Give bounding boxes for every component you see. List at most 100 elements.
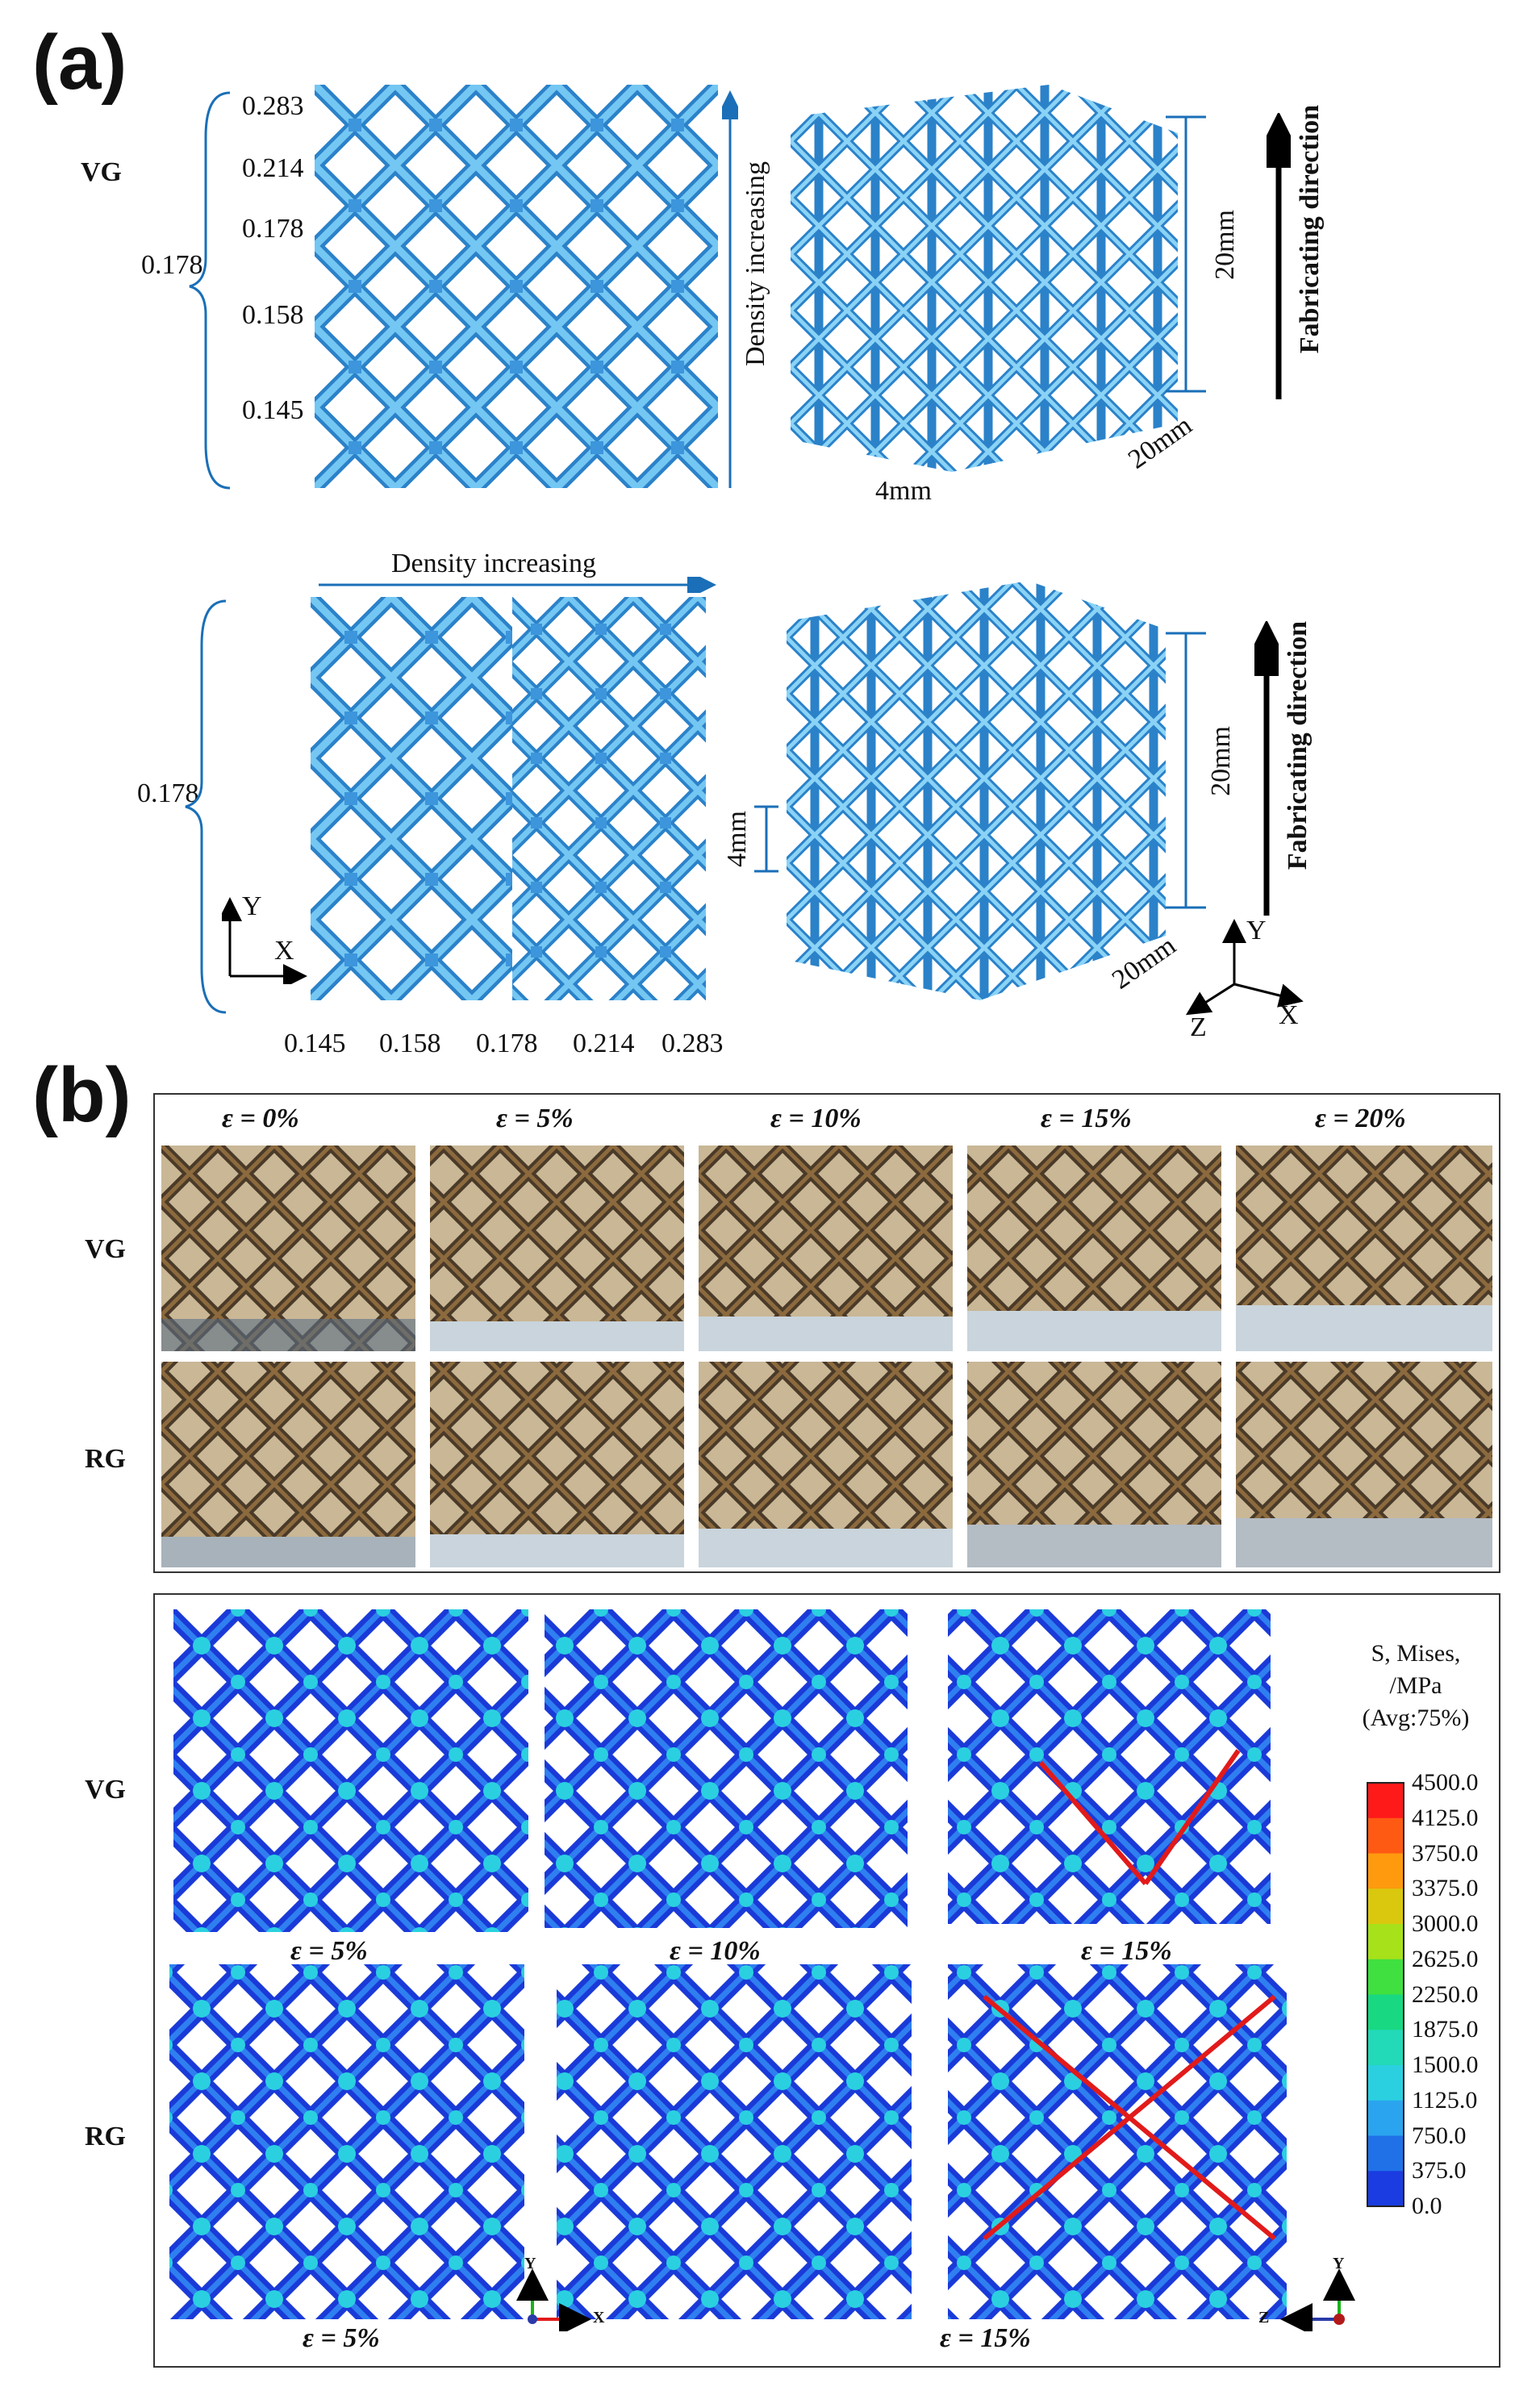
vg-density-2: 0.178 <box>242 214 304 244</box>
vg-side-value: 0.178 <box>141 250 203 280</box>
photo-row-rg: RG <box>85 1444 126 1474</box>
rg-density-arrow-label: Density increasing <box>391 549 596 578</box>
fea-rg-strain-0: ε = 5% <box>303 2323 380 2353</box>
vg-lattice-3d <box>791 85 1178 472</box>
fea-rg-15 <box>948 1964 1287 2319</box>
photo-vg-1 <box>430 1146 684 1351</box>
colorbar-tick-label: 2250.0 <box>1412 1980 1479 2008</box>
fea-rg-5 <box>169 1964 524 2319</box>
fea-vg-15 <box>948 1609 1271 1924</box>
photo-frame <box>153 1093 1500 1573</box>
fea-axis-right-z: Z <box>1258 2309 1270 2326</box>
vg-height-dim-label: 20mm <box>1210 210 1240 280</box>
colorbar-title: S, Mises, /MPa (Avg:75%) <box>1347 1638 1484 1734</box>
colorbar-tick-label: 3000.0 <box>1412 1910 1479 1937</box>
colorbar-tick-label: 0.0 <box>1412 2193 1442 2219</box>
rg-lattice-3d <box>787 581 1166 1000</box>
vg-row-label: VG <box>81 157 122 187</box>
rg-density-4: 0.283 <box>661 1029 724 1058</box>
colorbar-tick-label: 1875.0 <box>1412 2016 1479 2043</box>
vg-density-4: 0.145 <box>242 395 304 425</box>
vg-density-1: 0.214 <box>242 153 304 183</box>
colorbar-tick-label: 4125.0 <box>1412 1804 1479 1831</box>
fea-rg-10 <box>557 1964 912 2319</box>
photo-grid <box>161 1146 1492 1567</box>
colorbar-segment <box>1367 2135 1404 2172</box>
panel-b-letter: (b) <box>32 1052 131 1138</box>
rg-fab-label: Fabricating direction <box>1283 621 1313 870</box>
fea-vg-5 <box>173 1609 528 1932</box>
fea-axis-left-y: Y <box>524 2255 536 2272</box>
vg-fab-label: Fabricating direction <box>1295 105 1325 354</box>
fea-frame <box>153 1593 1500 2368</box>
rg-density-1: 0.158 <box>379 1029 441 1058</box>
colorbar-title-line-1: /MPa <box>1389 1672 1442 1699</box>
fea-axis-right-y: Y <box>1333 2255 1345 2272</box>
fea-row-vg: VG <box>85 1775 126 1805</box>
fea-vg-strain-1: ε = 10% <box>670 1936 761 1966</box>
vg-lattice-2d <box>315 85 718 488</box>
rg-axis-y: Y <box>242 891 262 921</box>
vg-density-arrow <box>722 90 738 488</box>
colorbar-tick-label: 375.0 <box>1412 2157 1467 2185</box>
vg-height-dim <box>1166 115 1206 393</box>
photo-strain-2: ε = 10% <box>770 1104 862 1133</box>
photo-rg-1 <box>430 1362 684 1567</box>
colorbar-tick-label: 2625.0 <box>1412 1945 1479 1972</box>
fea-row-rg: RG <box>85 2122 126 2151</box>
photo-vg-0 <box>161 1146 415 1351</box>
photo-vg-4 <box>1236 1146 1492 1351</box>
photo-row-vg: VG <box>85 1234 126 1264</box>
rg-axis3d-z: Z <box>1190 1012 1207 1042</box>
rg-height-dim <box>1166 632 1206 909</box>
fea-axis-left-x: X <box>593 2309 605 2326</box>
rg-axis3d-x: X <box>1279 1000 1299 1030</box>
colorbar-title-line-2: (Avg:75%) <box>1362 1705 1470 1731</box>
colorbar-segment <box>1367 1994 1404 2030</box>
vg-density-3: 0.158 <box>242 300 304 330</box>
colorbar-tick-label: 3750.0 <box>1412 1839 1479 1867</box>
colorbar-segment <box>1367 1783 1404 1819</box>
fea-axes-left <box>516 2268 591 2331</box>
photo-strain-1: ε = 5% <box>496 1104 574 1133</box>
colorbar-segment <box>1367 2065 1404 2101</box>
fea-rg-strain-1: ε = 15% <box>940 2323 1031 2353</box>
rg-axis3d-y: Y <box>1246 916 1267 945</box>
fea-vg-strain-2: ε = 15% <box>1081 1936 1172 1966</box>
rg-fab-arrow <box>1254 621 1279 916</box>
rg-side-value: 0.178 <box>137 778 199 808</box>
vg-brace <box>189 91 231 490</box>
colorbar-tick-label: 750.0 <box>1412 2122 1467 2149</box>
colorbar-segment <box>1367 1924 1404 1960</box>
rg-density-3: 0.214 <box>573 1029 635 1058</box>
fea-vg-10 <box>545 1609 908 1928</box>
rg-density-arrow <box>319 577 716 593</box>
fea-vg-strain-0: ε = 5% <box>290 1936 368 1966</box>
colorbar-segment <box>1367 2030 1404 2066</box>
photo-strain-4: ε = 20% <box>1315 1104 1406 1133</box>
colorbar-segment <box>1367 1888 1404 1925</box>
colorbar-segment <box>1367 1959 1404 1995</box>
photo-strain-0: ε = 0% <box>222 1104 299 1133</box>
panel-a-letter: (a) <box>32 19 127 106</box>
photo-rg-0 <box>161 1362 415 1567</box>
colorbar-title-line-0: S, Mises, <box>1371 1640 1461 1667</box>
colorbar-border <box>1367 1782 1404 2207</box>
colorbar-segment <box>1367 1817 1404 1854</box>
colorbar-segment <box>1367 2100 1404 2136</box>
rg-cell-dim-label: 4mm <box>722 811 752 867</box>
vg-cell-dim-label: 4mm <box>875 476 932 506</box>
colorbar-segment <box>1367 2171 1404 2207</box>
rg-density-0: 0.145 <box>284 1029 346 1058</box>
rg-axis-x: X <box>274 936 294 966</box>
rg-brace <box>185 599 227 1014</box>
fea-axes-right <box>1280 2268 1355 2331</box>
colorbar-segment <box>1367 1853 1404 1889</box>
colorbar <box>1367 1782 1404 2207</box>
photo-rg-4 <box>1236 1362 1492 1567</box>
rg-height-dim-label: 20mm <box>1206 726 1236 796</box>
rg-axes-3d <box>1185 919 1304 1016</box>
photo-strain-3: ε = 15% <box>1041 1104 1132 1133</box>
rg-axes-2d <box>222 897 307 984</box>
colorbar-tick-label: 4500.0 <box>1412 1769 1479 1796</box>
